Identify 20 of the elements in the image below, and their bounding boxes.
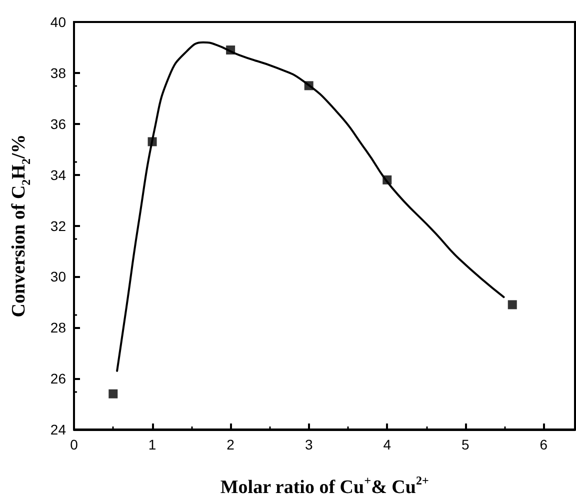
y-tick-label: 36 [50, 116, 66, 132]
y-tick-label: 32 [50, 218, 66, 234]
point [108, 389, 118, 398]
x-tick-label: 6 [540, 436, 548, 452]
x-tick-label: 5 [462, 436, 470, 452]
y-tick-label: 34 [50, 166, 66, 183]
x-tick-label: 4 [383, 436, 392, 452]
y-tick-label: 38 [50, 64, 66, 81]
x-tick-label: 3 [304, 436, 313, 452]
y-tick-label: 26 [50, 370, 66, 387]
x-tick-label: 0 [70, 436, 78, 452]
y-tick-label: 24 [50, 422, 66, 438]
point [508, 300, 517, 310]
y-tick-label: 28 [50, 320, 66, 336]
line-series [116, 41, 505, 372]
x-tick-label: 2 [226, 436, 235, 452]
y-tick-label: 30 [50, 268, 66, 285]
x-tick-label: 1 [148, 436, 156, 452]
y-axis-title: Conversion of C2H2/% [8, 134, 33, 318]
y-tick-label: 40 [50, 14, 66, 30]
